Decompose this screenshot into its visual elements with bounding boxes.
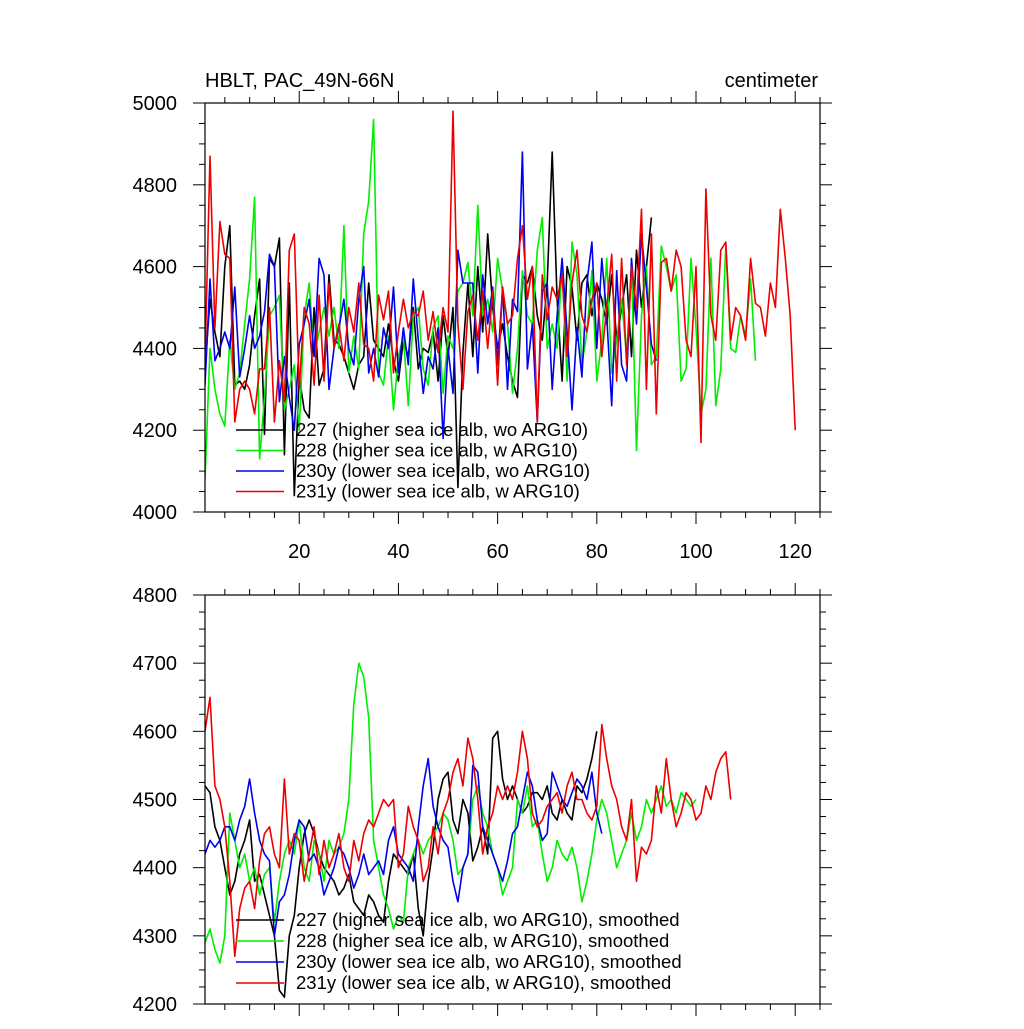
y-tick-label: 4600 — [133, 721, 178, 743]
legend-label-4: 231y (lower sea ice alb, w ARG10) — [296, 481, 580, 502]
series-line-3 — [205, 151, 658, 440]
series-line-4 — [205, 110, 796, 444]
series-line-2 — [205, 662, 697, 964]
y-tick-label: 4200 — [133, 994, 178, 1016]
y-tick-label: 4400 — [133, 338, 178, 360]
y-tick-label: 4700 — [133, 653, 178, 675]
y-tick-label: 4800 — [133, 175, 178, 197]
x-tick-label: 100 — [679, 541, 712, 563]
x-tick-label: 20 — [288, 541, 310, 563]
units-label: centimeter — [725, 70, 819, 92]
series-line-1 — [205, 730, 598, 999]
y-tick-label: 4500 — [133, 790, 178, 812]
legend: 227 (higher sea ice alb, wo ARG10)228 (h… — [236, 419, 590, 502]
legend-label-3: 230y (lower sea ice alb, wo ARG10) — [296, 460, 590, 481]
y-tick-label: 4600 — [133, 257, 178, 279]
legend-label-2: 228 (higher sea ice alb, w ARG10), smoot… — [296, 930, 669, 951]
legend: 227 (higher sea ice alb, wo ARG10), smoo… — [236, 909, 682, 993]
series-line-4 — [205, 696, 732, 958]
legend-label-3: 230y (lower sea ice alb, wo ARG10), smoo… — [296, 951, 682, 972]
y-tick-label: 4300 — [133, 926, 178, 948]
y-tick-label: 5000 — [133, 93, 178, 115]
legend-label-2: 228 (higher sea ice alb, w ARG10) — [296, 440, 578, 461]
x-tick-label: 60 — [486, 541, 508, 563]
x-tick-label: 40 — [387, 541, 409, 563]
x-tick-label: 120 — [779, 541, 812, 563]
x-tick-label: 80 — [586, 541, 608, 563]
y-tick-label: 4400 — [133, 858, 178, 880]
y-tick-label: 4000 — [133, 502, 178, 524]
legend-label-1: 227 (higher sea ice alb, wo ARG10), smoo… — [296, 909, 680, 930]
series-line-3 — [205, 757, 603, 937]
legend-label-1: 227 (higher sea ice alb, wo ARG10) — [296, 419, 588, 440]
y-tick-label: 4200 — [133, 420, 178, 442]
y-tick-label: 4800 — [133, 585, 178, 607]
chart-2: 4200 4300 4400 4500 4600 4700 4800 227 (higher … — [133, 583, 832, 1016]
legend-label-4: 231y (lower sea ice alb, w ARG10), smoot… — [296, 972, 671, 993]
chart-title: HBLT, PAC_49N-66N — [205, 70, 394, 92]
chart-1: 4000 4200 4400 4600 4800 5000 20 40 60 80 100 120 HB… — [133, 70, 832, 563]
